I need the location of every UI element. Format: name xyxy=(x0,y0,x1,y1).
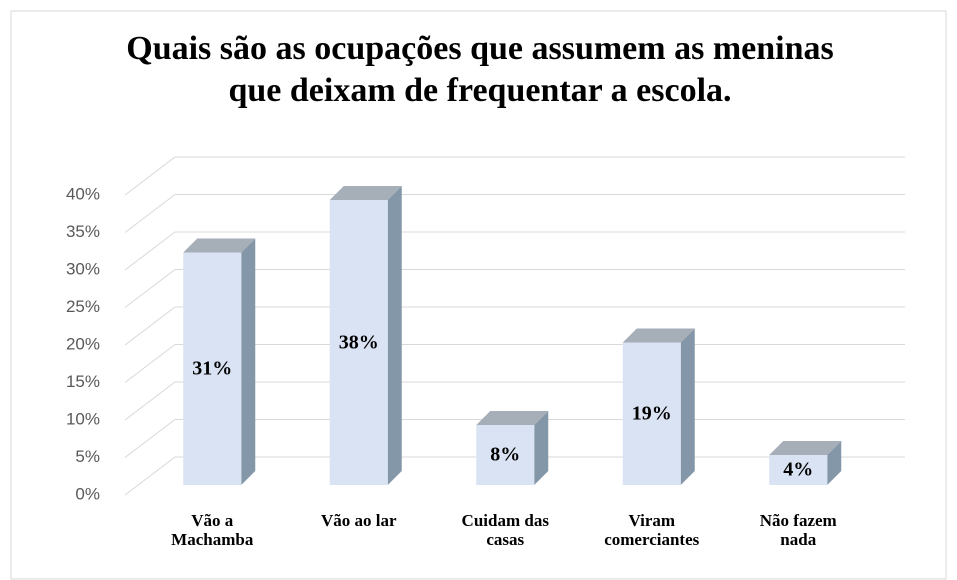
y-tick-label: 35% xyxy=(66,222,100,241)
x-tick-label: Cuidam das casas xyxy=(461,511,549,549)
data-label: 19% xyxy=(631,402,672,425)
y-tick-label: 0% xyxy=(75,484,100,503)
grid-line xyxy=(124,306,905,346)
bar-side xyxy=(680,328,695,485)
bar-front xyxy=(769,455,828,485)
bar-top xyxy=(329,186,402,200)
bar xyxy=(476,411,549,485)
bar-side xyxy=(241,238,256,485)
bar-side xyxy=(387,186,402,485)
data-label: 31% xyxy=(192,357,233,380)
bar-top xyxy=(769,441,842,455)
chart-title: Quais são as ocupações que assumem as me… xyxy=(126,30,834,109)
data-label: 38% xyxy=(338,331,379,353)
y-tick-label: 20% xyxy=(66,334,100,353)
y-tick-label: 5% xyxy=(75,447,100,466)
bar-top xyxy=(622,328,695,343)
bar-top xyxy=(183,238,256,253)
bar-front xyxy=(329,200,388,485)
bar xyxy=(183,238,256,485)
y-tick-label: 40% xyxy=(66,184,100,203)
bar-side xyxy=(827,441,842,485)
y-tick-label: 30% xyxy=(66,259,100,278)
data-label: 4% xyxy=(783,458,814,481)
x-tick-label: Vão a Machamba xyxy=(171,511,254,549)
bar-front xyxy=(622,342,681,485)
bar-front xyxy=(183,252,242,485)
y-tick-label: 25% xyxy=(66,297,100,316)
bar xyxy=(622,328,695,485)
bar-side xyxy=(534,411,549,485)
grid-line xyxy=(124,194,905,233)
y-tick-label: 15% xyxy=(66,372,100,391)
y-tick-label: 10% xyxy=(66,409,100,428)
bar-front xyxy=(476,425,535,485)
grid-line xyxy=(124,269,905,308)
data-label: 8% xyxy=(490,443,521,466)
x-tick-label: Vão ao lar xyxy=(320,511,397,530)
grid-line xyxy=(124,231,905,271)
chart-border xyxy=(10,10,947,580)
bar xyxy=(329,186,402,485)
bar xyxy=(769,441,842,485)
bar-top xyxy=(476,411,549,425)
x-tick-label: Não fazem nada xyxy=(759,511,837,549)
grid-line xyxy=(124,156,905,196)
x-tick-label: Viram comerciantes xyxy=(604,511,700,549)
